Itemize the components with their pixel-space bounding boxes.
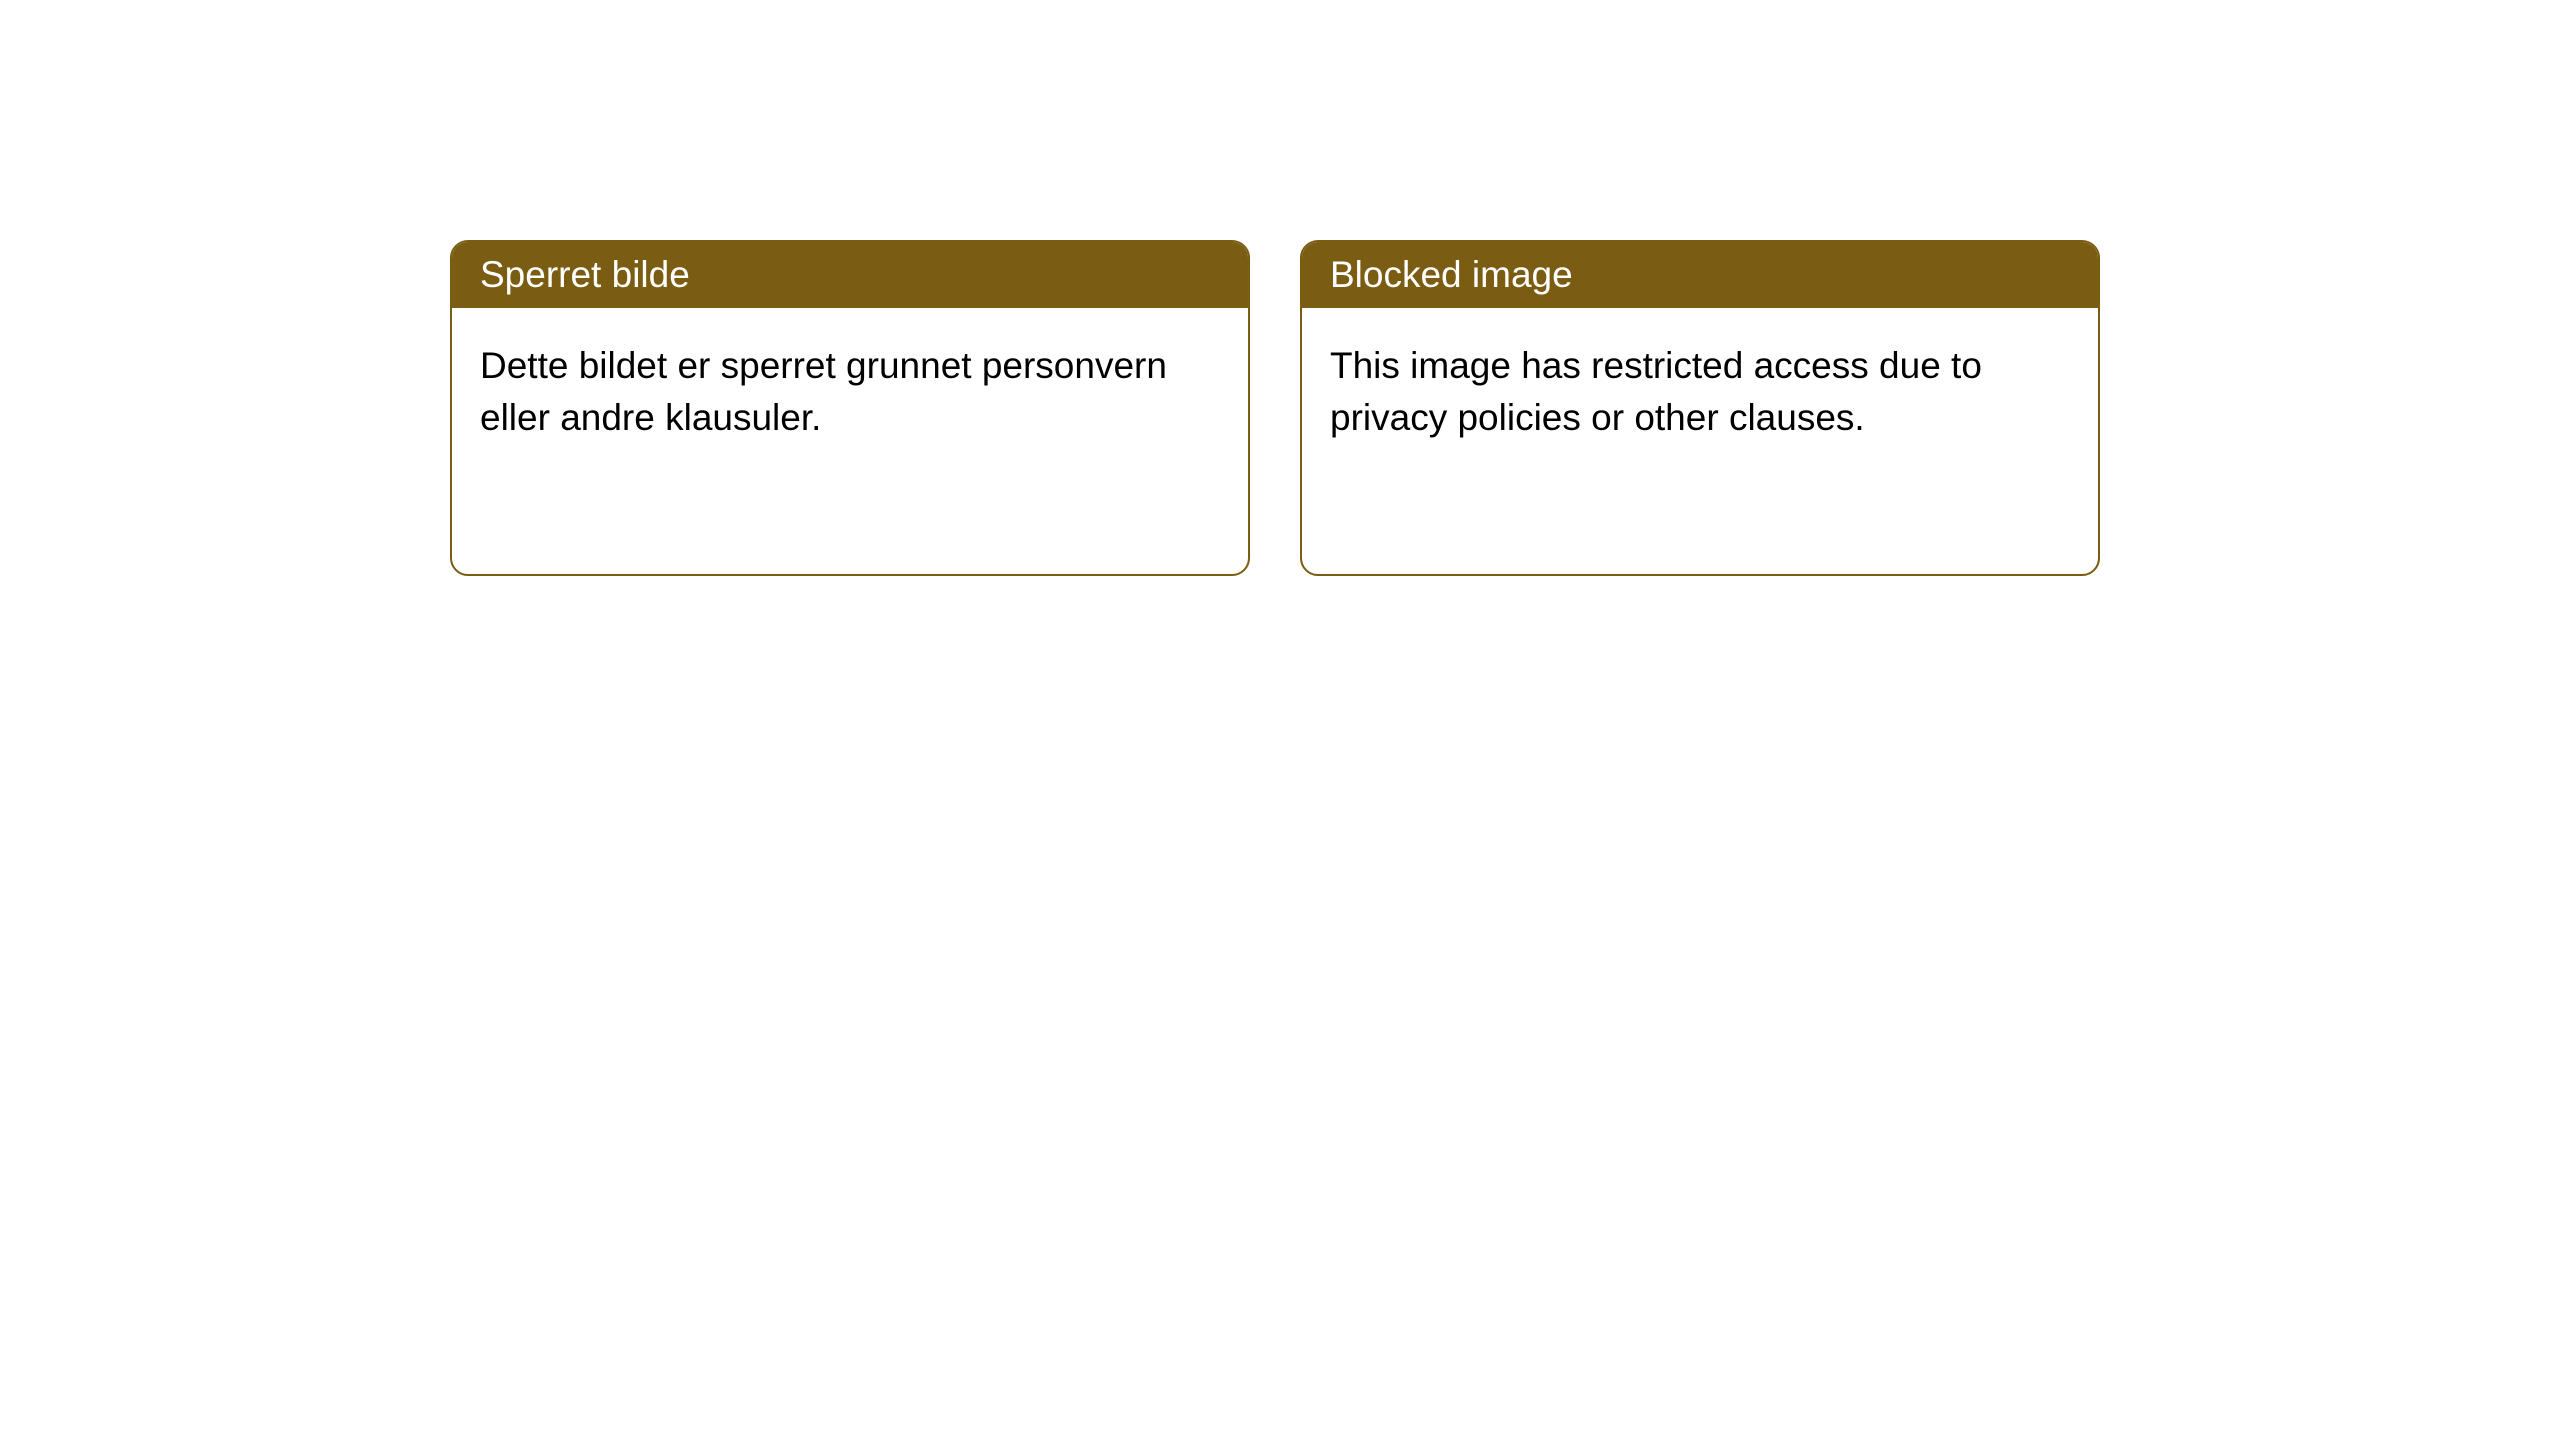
notice-card-english: Blocked image This image has restricted …	[1300, 240, 2100, 576]
notice-container: Sperret bilde Dette bildet er sperret gr…	[0, 0, 2560, 576]
notice-body: Dette bildet er sperret grunnet personve…	[452, 308, 1248, 476]
notice-header: Blocked image	[1302, 242, 2098, 308]
notice-body: This image has restricted access due to …	[1302, 308, 2098, 476]
notice-title: Sperret bilde	[480, 254, 690, 295]
notice-text: Dette bildet er sperret grunnet personve…	[480, 345, 1167, 438]
notice-title: Blocked image	[1330, 254, 1573, 295]
notice-card-norwegian: Sperret bilde Dette bildet er sperret gr…	[450, 240, 1250, 576]
notice-header: Sperret bilde	[452, 242, 1248, 308]
notice-text: This image has restricted access due to …	[1330, 345, 1982, 438]
